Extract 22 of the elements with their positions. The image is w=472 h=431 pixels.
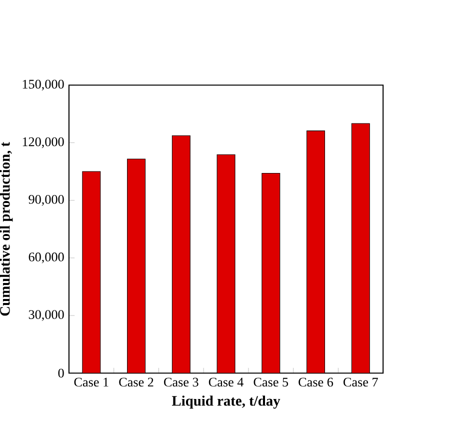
y-tick-label: 150,000 (22, 80, 64, 91)
y-tick-label: 120,000 (22, 137, 64, 148)
x-tick-label: Case 6 (298, 378, 334, 387)
bar (351, 123, 370, 374)
x-tick-label: Case 5 (254, 378, 288, 387)
bar (306, 130, 326, 374)
y-tick-label: 0 (58, 368, 64, 378)
y-tick-label: 90,000 (28, 194, 64, 206)
x-tick-label: Case 2 (119, 378, 154, 387)
y-tick-label: 60,000 (28, 252, 64, 264)
x-tick-label: Case 4 (208, 378, 244, 387)
x-axis-title: Liquid rate, t/day (172, 396, 280, 409)
bar (262, 173, 280, 374)
x-tick-label: Case 1 (74, 378, 108, 387)
x-tick-label: Case 3 (164, 378, 198, 387)
y-tick-label: 30,000 (28, 310, 64, 321)
bar (127, 158, 146, 374)
bar (172, 135, 190, 374)
x-tick-label: Case 7 (344, 378, 378, 387)
y-axis-title: Cumulative oil production, t (0, 142, 13, 316)
bar (82, 171, 101, 374)
bar (216, 154, 236, 374)
